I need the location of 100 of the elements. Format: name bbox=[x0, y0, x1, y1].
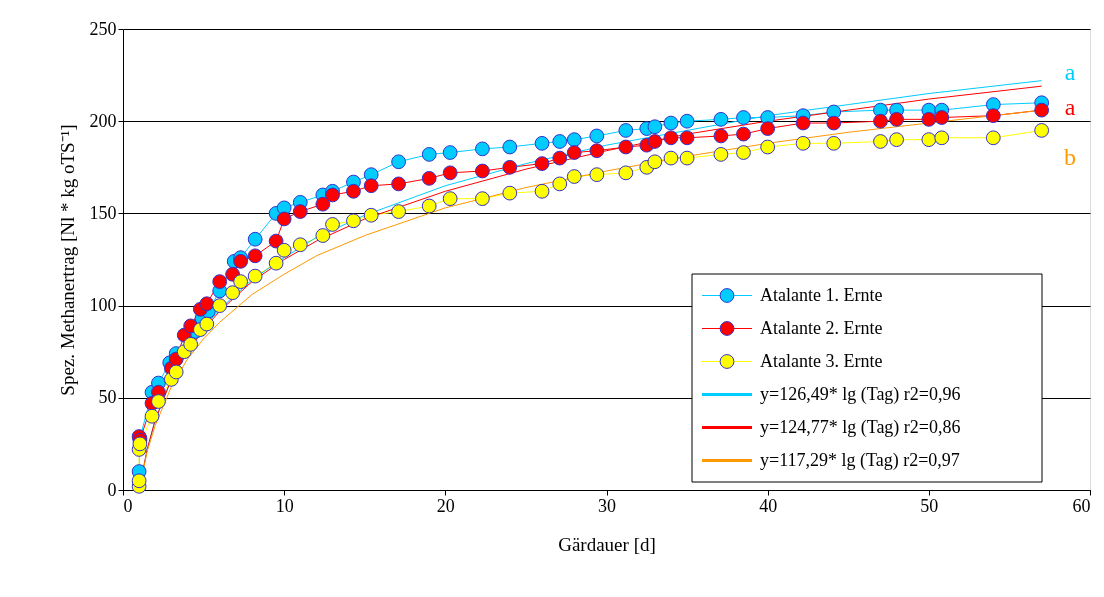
x-tick-label: 60 bbox=[1072, 495, 1091, 516]
x-tick-label: 10 bbox=[275, 495, 294, 516]
point bbox=[552, 150, 568, 166]
point bbox=[391, 176, 406, 192]
point bbox=[276, 242, 292, 258]
point bbox=[168, 364, 184, 380]
point bbox=[552, 176, 568, 192]
point bbox=[760, 121, 776, 136]
point bbox=[873, 113, 888, 129]
point bbox=[421, 170, 437, 186]
point bbox=[502, 185, 518, 201]
point bbox=[268, 255, 284, 271]
point bbox=[934, 130, 950, 146]
point bbox=[247, 268, 263, 284]
annotation: b bbox=[1064, 144, 1076, 171]
point bbox=[212, 298, 228, 313]
x-tick-label: 0 bbox=[123, 495, 133, 516]
point bbox=[921, 132, 937, 148]
point bbox=[647, 119, 663, 135]
point bbox=[363, 207, 379, 223]
point bbox=[552, 134, 568, 149]
point bbox=[826, 115, 842, 131]
x-axis-title: Gärdauer [d] bbox=[558, 533, 656, 555]
point bbox=[442, 165, 458, 181]
point bbox=[363, 178, 379, 194]
point bbox=[151, 394, 166, 409]
point bbox=[442, 191, 458, 207]
legend-label: Atalante 1. Ernte bbox=[760, 284, 883, 305]
y-tick-label: 0 bbox=[107, 479, 117, 500]
legend-label: Atalante 3. Ernte bbox=[760, 350, 883, 371]
point bbox=[985, 130, 1001, 146]
x-tick-label: 20 bbox=[436, 495, 455, 516]
point bbox=[183, 336, 199, 352]
point bbox=[826, 135, 842, 151]
point bbox=[292, 237, 308, 253]
point bbox=[795, 135, 811, 151]
point bbox=[663, 115, 679, 131]
point bbox=[736, 145, 751, 160]
point bbox=[268, 233, 284, 249]
legend-label: y=124,77* lg (Tag) r2=0,86 bbox=[760, 416, 961, 438]
point bbox=[679, 150, 695, 166]
point bbox=[292, 204, 308, 219]
point bbox=[736, 126, 751, 142]
point bbox=[502, 139, 518, 155]
y-tick-label: 50 bbox=[98, 387, 117, 408]
point bbox=[663, 130, 679, 146]
point bbox=[315, 228, 331, 243]
point bbox=[534, 156, 550, 171]
point bbox=[346, 213, 361, 229]
point bbox=[502, 159, 518, 175]
point bbox=[225, 285, 240, 301]
point bbox=[566, 145, 582, 160]
point bbox=[713, 147, 729, 162]
point bbox=[534, 183, 550, 199]
y-tick-label: 250 bbox=[89, 18, 117, 39]
point bbox=[421, 147, 437, 162]
point bbox=[442, 145, 458, 160]
point bbox=[647, 134, 663, 149]
x-tick-label: 40 bbox=[759, 495, 778, 516]
point bbox=[475, 191, 490, 207]
point bbox=[534, 135, 550, 151]
point bbox=[889, 111, 904, 127]
point bbox=[421, 198, 437, 214]
x-tick-label: 30 bbox=[598, 495, 616, 516]
point bbox=[346, 183, 361, 199]
y-tick-label: 200 bbox=[89, 110, 117, 131]
annotation: a bbox=[1064, 94, 1076, 121]
point bbox=[713, 128, 729, 144]
annotation: a bbox=[1064, 58, 1076, 85]
point bbox=[1034, 123, 1050, 138]
point bbox=[391, 204, 406, 219]
point bbox=[618, 139, 634, 155]
point bbox=[315, 196, 331, 212]
y-tick-label: 150 bbox=[89, 202, 117, 223]
point bbox=[618, 123, 634, 138]
legend-label: Atalante 2. Ernte bbox=[760, 317, 883, 338]
y-tick-label: 100 bbox=[89, 295, 117, 316]
point bbox=[873, 134, 888, 149]
point bbox=[589, 167, 605, 183]
point bbox=[736, 110, 751, 125]
point bbox=[647, 154, 663, 170]
point bbox=[325, 217, 340, 232]
point bbox=[589, 143, 605, 159]
point bbox=[934, 110, 950, 125]
point bbox=[325, 187, 340, 203]
point bbox=[247, 231, 263, 247]
point bbox=[475, 141, 490, 157]
point bbox=[475, 163, 490, 179]
point bbox=[199, 316, 215, 332]
point bbox=[131, 473, 147, 489]
point bbox=[247, 248, 263, 264]
point bbox=[921, 111, 937, 127]
point bbox=[144, 408, 160, 424]
point bbox=[276, 211, 292, 227]
point bbox=[566, 169, 582, 184]
y-axis-title: Spez. Methanertrag [Nl * kg oTS⁻¹] bbox=[56, 124, 78, 396]
point bbox=[663, 150, 679, 166]
point bbox=[795, 115, 811, 131]
point bbox=[889, 132, 904, 148]
legend-label: y=117,29* lg (Tag) r2=0,97 bbox=[760, 449, 960, 471]
